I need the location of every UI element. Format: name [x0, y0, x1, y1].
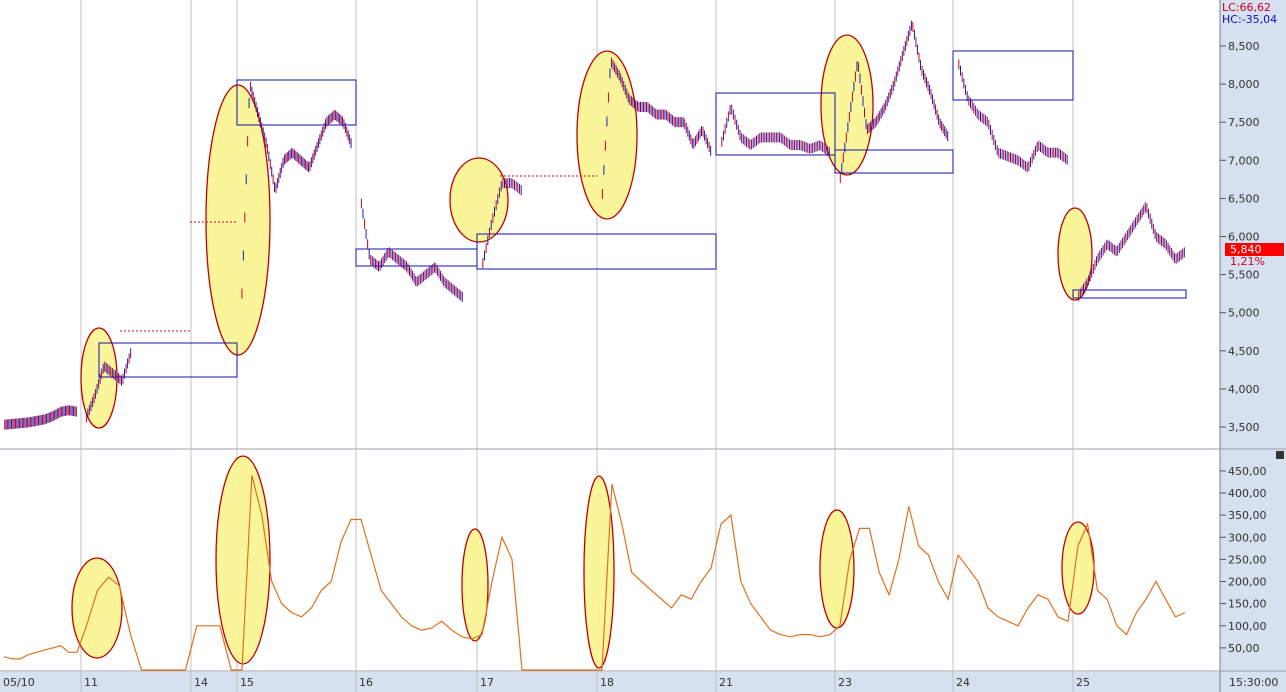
current-price-badge [1225, 243, 1284, 256]
osc-tick-label: 50,00 [1228, 642, 1260, 655]
highlight-ellipse [1057, 207, 1093, 301]
price-tick-label: 8,500 [1228, 40, 1260, 53]
lc-label: LC:66,62 [1222, 1, 1271, 14]
x-tick-label: 15 [240, 676, 254, 689]
osc-tick-label: 450,00 [1228, 465, 1267, 478]
current-price: 5,840 [1230, 243, 1262, 256]
x-tick-label: 25 [1076, 676, 1090, 689]
osc-tick-label: 100,00 [1228, 620, 1267, 633]
highlight-ellipse [71, 557, 123, 659]
highlight-ellipse [576, 50, 638, 220]
range-box [98, 342, 238, 378]
x-tick-label: 05/10 [3, 676, 35, 689]
x-tick-label: 23 [838, 676, 852, 689]
x-tick-label: 16 [359, 676, 373, 689]
x-tick-label: 21 [719, 676, 733, 689]
highlight-ellipse [820, 34, 874, 176]
price-tick-label: 3,500 [1228, 421, 1260, 434]
range-box [236, 79, 357, 126]
oscillator-line [3, 475, 1186, 671]
osc-tick-label: 300,00 [1228, 531, 1267, 544]
range-box [476, 233, 717, 270]
osc-tick-label: 200,00 [1228, 576, 1267, 589]
x-tick-label: 18 [600, 676, 614, 689]
price-tick-label: 6,000 [1228, 231, 1260, 244]
price-tick-label: 5,000 [1228, 307, 1260, 320]
highlight-ellipse [449, 157, 509, 243]
osc-tick-label: 250,00 [1228, 553, 1267, 566]
price-tick-label: 4,500 [1228, 345, 1260, 358]
range-box [1072, 289, 1187, 299]
x-tick-label: 17 [480, 676, 494, 689]
x-tick-label: 11 [84, 676, 98, 689]
range-box [952, 50, 1074, 101]
price-tick-label: 8,000 [1228, 78, 1260, 91]
current-change: 1,21% [1230, 255, 1265, 268]
hc-label: HC:-35,04 [1222, 13, 1277, 26]
osc-tick-label: 150,00 [1228, 598, 1267, 611]
panel-close-icon[interactable] [1276, 451, 1284, 459]
range-box [715, 92, 836, 156]
range-box [834, 149, 954, 174]
osc-tick-label: 400,00 [1228, 487, 1267, 500]
x-axis-bg [0, 672, 1286, 692]
highlight-ellipse [205, 84, 271, 356]
right-axis-bg [1220, 0, 1286, 692]
price-tick-label: 7,000 [1228, 154, 1260, 167]
time-label: 15:30:00 [1229, 676, 1278, 689]
price-tick-label: 7,500 [1228, 116, 1260, 129]
highlight-ellipse [461, 528, 489, 642]
x-tick-label: 14 [194, 676, 208, 689]
highlight-ellipse [215, 455, 271, 665]
x-tick-label: 24 [956, 676, 970, 689]
price-tick-label: 5,500 [1228, 269, 1260, 282]
price-tick-label: 6,500 [1228, 192, 1260, 205]
highlight-ellipse [583, 475, 615, 669]
osc-tick-label: 350,00 [1228, 509, 1267, 522]
price-tick-label: 4,000 [1228, 383, 1260, 396]
